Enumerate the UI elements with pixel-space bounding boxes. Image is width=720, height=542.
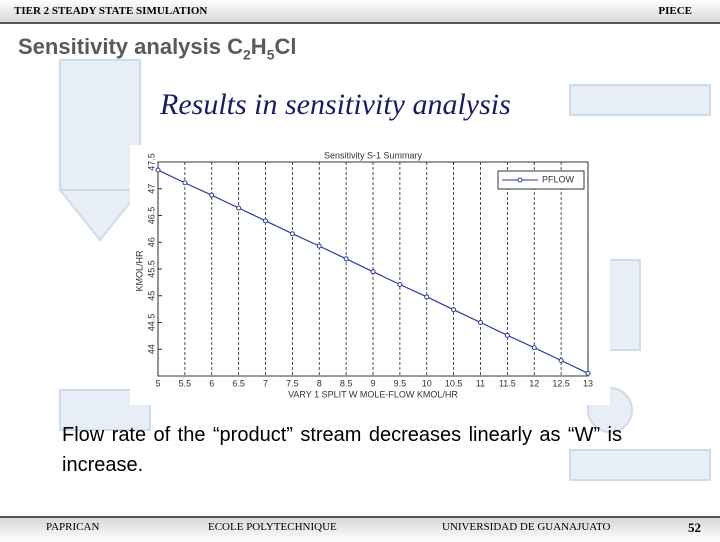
- heading-text: H: [250, 34, 267, 59]
- header-right: PIECE: [658, 5, 692, 17]
- y-tick-label: 47: [146, 184, 156, 194]
- data-point: [585, 370, 591, 376]
- chart: Sensitivity S-1 Summary KMOL/HR VARY 1 S…: [130, 145, 610, 405]
- heading-sub: 5: [266, 46, 275, 63]
- data-point: [558, 357, 564, 363]
- legend-box: [497, 170, 585, 190]
- x-tick-label: 6.5: [232, 378, 245, 388]
- x-tick-label: 7.5: [286, 378, 299, 388]
- y-tick-label: 47.5: [146, 153, 156, 171]
- footer-item: PAPRICAN: [46, 521, 100, 533]
- x-tick-label: 6: [209, 378, 214, 388]
- x-tick-label: 8.5: [340, 378, 353, 388]
- data-point: [370, 269, 376, 275]
- footer-item: UNIVERSIDAD DE GUANAJUATO: [442, 521, 611, 533]
- page-number: 52: [688, 520, 701, 535]
- x-tick-label: 9.5: [394, 378, 407, 388]
- legend-label: PFLOW: [542, 174, 575, 184]
- data-point: [263, 218, 268, 224]
- x-tick-label: 10.5: [445, 378, 463, 388]
- y-tick-label: 44: [146, 344, 156, 354]
- x-axis-label: VARY 1 SPLIT W MOLE-FLOW KMOL/HR: [288, 389, 458, 399]
- chart-title: Sensitivity S-1 Summary: [324, 150, 423, 160]
- data-point: [397, 282, 403, 288]
- heading-sub: 2: [243, 46, 251, 63]
- data-point: [343, 256, 349, 262]
- header-bar: [0, 0, 720, 24]
- y-tick-label: 46: [146, 237, 156, 247]
- x-tick-label: 12.5: [552, 378, 570, 388]
- data-point: [236, 205, 242, 211]
- x-tick-label: 5.5: [179, 378, 192, 388]
- x-tick-label: 9: [370, 378, 375, 388]
- x-tick-label: 11.5: [499, 378, 516, 388]
- footer-bar: [0, 516, 720, 542]
- data-point: [182, 180, 188, 186]
- x-tick-label: 7: [263, 378, 268, 388]
- data-point: [424, 294, 430, 300]
- data-point: [155, 167, 161, 173]
- heading-text: Cl: [274, 34, 297, 59]
- y-tick-label: 45.5: [146, 260, 156, 278]
- data-point: [504, 332, 510, 338]
- footer-item: ECOLE POLYTECHNIQUE: [208, 521, 337, 533]
- data-point: [451, 307, 457, 313]
- data-point: [478, 320, 483, 325]
- data-point: [531, 345, 537, 351]
- x-tick-label: 8: [317, 378, 322, 388]
- y-tick-label: 46.5: [146, 207, 156, 225]
- legend-marker: [517, 177, 523, 183]
- x-tick-label: 11: [476, 378, 485, 388]
- x-tick-label: 5: [155, 378, 160, 388]
- y-axis-label: KMOL/HR: [134, 250, 144, 292]
- data-point: [209, 192, 215, 198]
- subtitle: Results in sensitivity analysis: [160, 88, 511, 121]
- body-text: Flow rate of the “product” stream decrea…: [62, 424, 622, 476]
- header-left: TIER 2 STEADY STATE SIMULATION: [14, 5, 208, 17]
- x-tick-label: 10: [422, 378, 432, 388]
- data-point: [289, 231, 295, 237]
- heading: Sensitivity analysis C2H5Cl: [18, 34, 296, 62]
- y-tick-label: 44.5: [146, 314, 156, 332]
- heading-text: Sensitivity analysis C: [18, 34, 243, 59]
- x-tick-label: 13: [583, 378, 593, 388]
- x-tick-label: 12: [529, 378, 539, 388]
- data-point: [316, 243, 322, 249]
- y-tick-label: 45: [146, 291, 156, 301]
